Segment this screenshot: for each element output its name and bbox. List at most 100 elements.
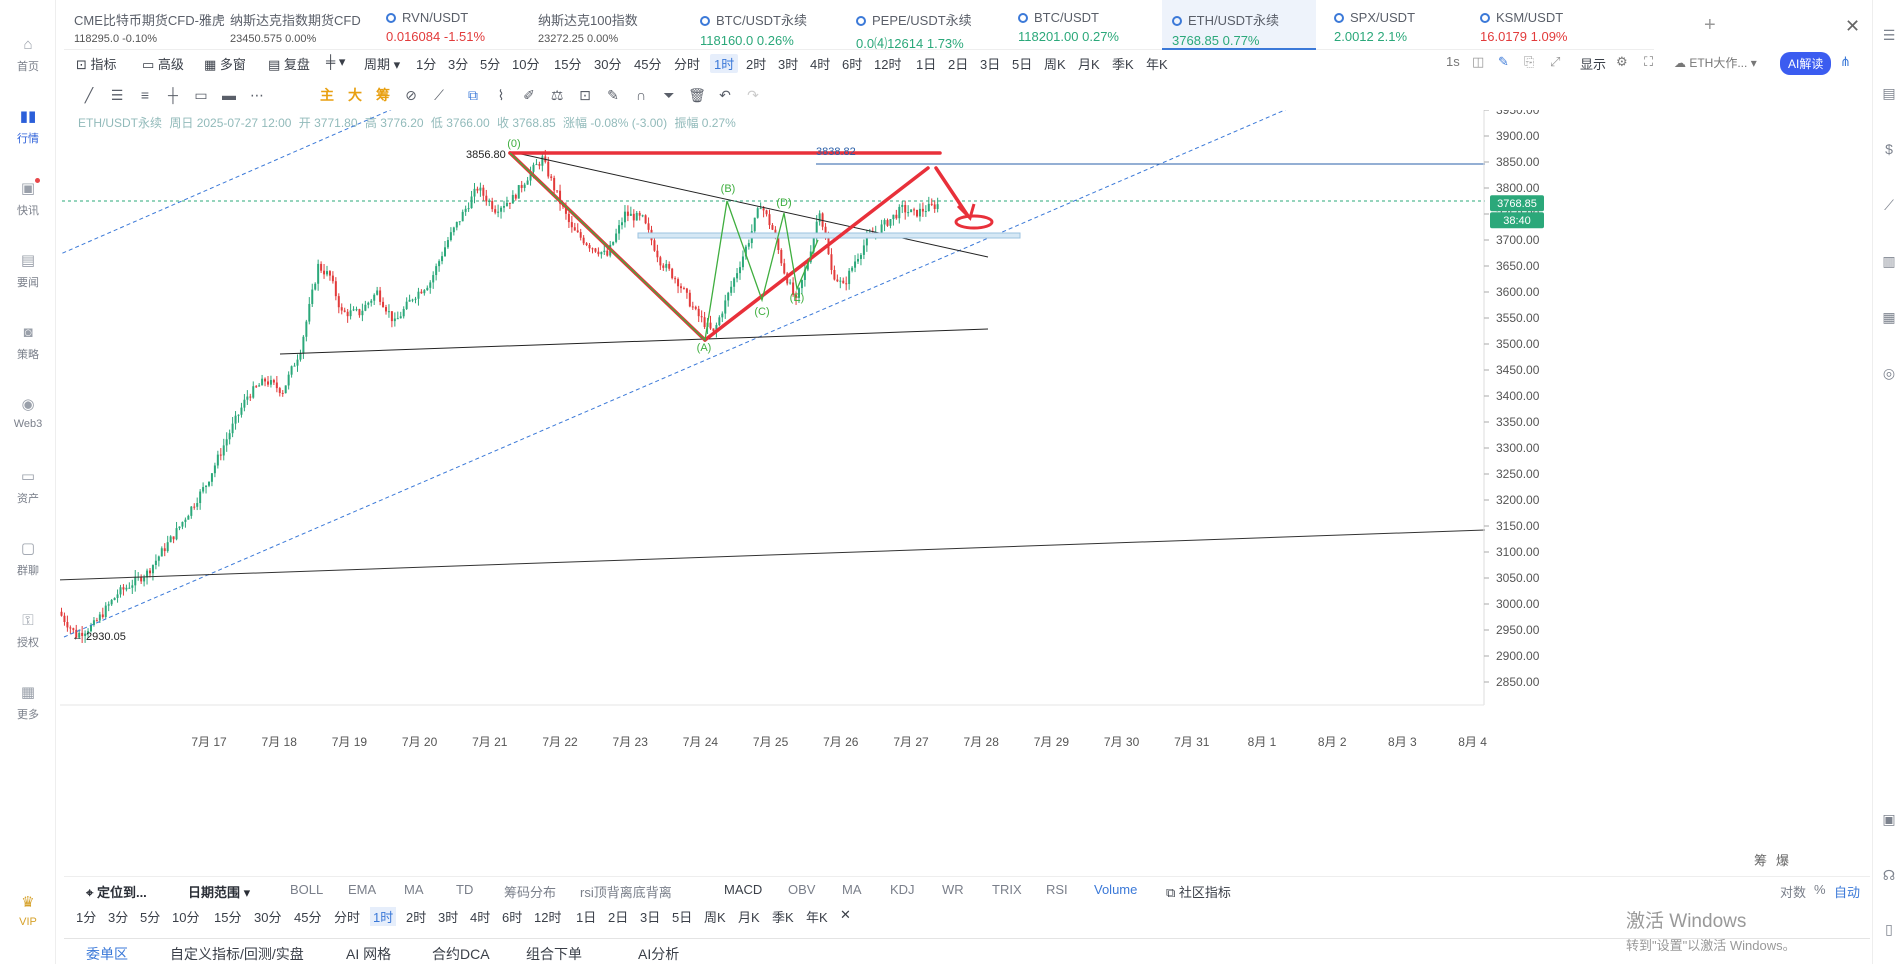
trend-line-icon[interactable]: ╱ bbox=[84, 87, 94, 103]
copy-icon[interactable]: ⧉ bbox=[468, 87, 478, 103]
bottom-period-item[interactable]: 10分 bbox=[172, 910, 200, 925]
nav-home[interactable]: ⌂ 首页 bbox=[0, 36, 56, 74]
ind-macd[interactable]: MACD bbox=[724, 882, 763, 897]
auto-scale-toggle[interactable]: 自动 bbox=[1834, 885, 1861, 900]
period-6h[interactable]: 6时 bbox=[842, 57, 863, 72]
tab-combo-order[interactable]: 组合下单 bbox=[526, 946, 582, 962]
orderbook-icon[interactable]: ▤ bbox=[1882, 85, 1896, 101]
period-2h[interactable]: 2时 bbox=[746, 57, 767, 72]
period-3h[interactable]: 3时 bbox=[778, 57, 799, 72]
bottom-period-item[interactable]: 30分 bbox=[254, 910, 282, 925]
ticker-tab[interactable]: KSM/USDT 16.0179 1.09% bbox=[1470, 0, 1610, 50]
nav-chat[interactable]: ▢ 群聊 bbox=[0, 540, 56, 578]
big-order-toggle[interactable]: 大 bbox=[348, 87, 362, 103]
chips-toggle[interactable]: 筹 bbox=[376, 87, 390, 103]
layout-icon[interactable]: ▣ bbox=[1882, 811, 1896, 827]
period-year[interactable]: 年K bbox=[1146, 57, 1168, 72]
nav-web3[interactable]: ◉ Web3 bbox=[0, 396, 56, 430]
period-30m[interactable]: 30分 bbox=[594, 57, 622, 72]
period-2d[interactable]: 2日 bbox=[948, 57, 969, 72]
nav-more[interactable]: ▦ 更多 bbox=[0, 684, 56, 722]
bottom-period-item[interactable]: 2日 bbox=[608, 910, 629, 925]
ticker-tab[interactable]: PEPE/USDT永续 0.0⑷12614 1.73% bbox=[846, 0, 996, 51]
ind-rsi-div[interactable]: rsi顶背离底背离 bbox=[580, 885, 672, 900]
trend-icon[interactable]: ⟋ bbox=[1884, 197, 1894, 213]
lock-icon[interactable]: ⊡ bbox=[579, 87, 591, 103]
list-icon[interactable]: ☰ bbox=[1882, 27, 1896, 43]
period-3m[interactable]: 3分 bbox=[448, 57, 469, 72]
filter-icon[interactable]: ⏷ bbox=[663, 87, 675, 103]
bottom-period-item[interactable]: 周K bbox=[704, 910, 726, 925]
bottom-period-item[interactable]: 12时 bbox=[534, 910, 562, 925]
bottom-period-item[interactable]: 3分 bbox=[108, 910, 129, 925]
multi-window-button[interactable]: ▦ 多窗 bbox=[204, 54, 246, 73]
data-icon[interactable]: ▥ bbox=[1882, 253, 1896, 269]
tab-ai-analysis[interactable]: AI分析 bbox=[638, 946, 680, 962]
tab-ai-grid[interactable]: AI 网格 bbox=[346, 946, 392, 962]
nav-strategy[interactable]: ◙ 策略 bbox=[0, 324, 56, 362]
period-timeshare[interactable]: 分时 bbox=[674, 57, 701, 72]
rectangle-icon[interactable]: ▭ bbox=[194, 87, 208, 103]
ind-boll[interactable]: BOLL bbox=[290, 882, 324, 897]
period-month[interactable]: 月K bbox=[1078, 57, 1100, 72]
share-icon[interactable]: ⋔ bbox=[1840, 54, 1851, 69]
period-1d[interactable]: 1日 bbox=[916, 57, 937, 72]
ticker-tab[interactable]: BTC/USDT 118201.00 0.27% bbox=[1008, 0, 1158, 50]
fullscreen-icon[interactable]: ⛶ bbox=[1644, 54, 1654, 69]
period-45m[interactable]: 45分 bbox=[634, 57, 662, 72]
close-period-bar-icon[interactable]: ✕ bbox=[840, 907, 851, 922]
bottom-period-item[interactable]: 15分 bbox=[214, 910, 242, 925]
eth-article-dropdown[interactable]: ☁ ETH大作... ▾ bbox=[1674, 56, 1757, 70]
link-icon[interactable]: ⊘ bbox=[405, 87, 417, 103]
compare-icon[interactable]: ⚖ bbox=[550, 87, 564, 103]
ind-ma-sub[interactable]: MA bbox=[842, 882, 862, 897]
ind-rsi[interactable]: RSI bbox=[1046, 882, 1068, 897]
parallel-lines-icon[interactable]: ☰ bbox=[110, 87, 124, 103]
ticker-tab-active[interactable]: ETH/USDT永续 3768.85 0.77% bbox=[1162, 0, 1316, 50]
ind-chip-dist[interactable]: 筹码分布 bbox=[504, 885, 557, 900]
bottom-period-item[interactable]: 5分 bbox=[140, 910, 161, 925]
nav-flash[interactable]: ▣ 快讯 bbox=[0, 178, 56, 218]
template-icon[interactable]: ⎘ bbox=[1524, 54, 1535, 69]
brush-icon[interactable]: ⌇ bbox=[497, 87, 505, 103]
undo-icon[interactable]: ↶ bbox=[719, 87, 731, 103]
indicator-button[interactable]: ⊡ 指标 bbox=[76, 54, 117, 73]
tab-contract-dca[interactable]: 合约DCA bbox=[432, 946, 490, 962]
community-indicator-button[interactable]: ⧉ 社区指标 bbox=[1166, 882, 1231, 901]
period-3d[interactable]: 3日 bbox=[980, 57, 1001, 72]
nav-auth[interactable]: ⚿ 授权 bbox=[0, 612, 56, 650]
period-quarter[interactable]: 季K bbox=[1112, 57, 1134, 72]
period-5m[interactable]: 5分 bbox=[480, 57, 501, 72]
replay-button[interactable]: ▤ 复盘 bbox=[268, 54, 310, 73]
add-tab-icon[interactable]: + bbox=[1704, 14, 1716, 36]
redo-icon[interactable]: ↷ bbox=[747, 87, 759, 103]
period-15m[interactable]: 15分 bbox=[554, 57, 582, 72]
period-dropdown[interactable]: 周期 ▾ bbox=[364, 57, 401, 72]
ind-td[interactable]: TD bbox=[456, 882, 474, 897]
interval-label[interactable]: 1s bbox=[1446, 54, 1460, 69]
close-icon[interactable]: ✕ bbox=[1845, 16, 1861, 36]
period-week[interactable]: 周K bbox=[1044, 57, 1066, 72]
nav-assets[interactable]: ▭ 资产 bbox=[0, 468, 56, 506]
bottom-period-item[interactable]: 45分 bbox=[294, 910, 322, 925]
period-5d[interactable]: 5日 bbox=[1012, 57, 1033, 72]
period-12h[interactable]: 12时 bbox=[874, 57, 902, 72]
bottom-period-item[interactable]: 3时 bbox=[438, 910, 459, 925]
trash-icon[interactable]: 🗑 bbox=[688, 87, 706, 103]
settings-icon[interactable]: ⚙ bbox=[1616, 54, 1628, 69]
bottom-period-item[interactable]: 1分 bbox=[76, 910, 97, 925]
main-chart-toggle[interactable]: 主 bbox=[320, 87, 334, 103]
ticker-tab[interactable]: 纳斯达克100指数 23272.25 0.00% bbox=[528, 0, 674, 50]
pencil-icon[interactable]: ✐ bbox=[523, 87, 535, 103]
expand-icon[interactable]: ⤢ bbox=[1550, 54, 1561, 69]
locate-button[interactable]: ⌖ 定位到... bbox=[86, 882, 147, 901]
calendar-icon[interactable]: ▦ bbox=[1882, 309, 1896, 325]
bottom-period-item[interactable]: 2时 bbox=[406, 910, 427, 925]
chart-canvas[interactable]: (0) (A) (B) (C) (D) (E) 3856.80 ← 2930.05 3838.8… bbox=[60, 110, 1804, 830]
horizontal-line-icon[interactable]: ┼ bbox=[168, 87, 178, 103]
bottom-period-item[interactable]: 6时 bbox=[502, 910, 523, 925]
percent-scale-toggle[interactable]: % bbox=[1814, 882, 1826, 897]
tab-custom-indicator[interactable]: 自定义指标/回测/实盘 bbox=[170, 946, 304, 962]
ticker-tab[interactable]: RVN/USDT 0.016084 -1.51% bbox=[376, 0, 522, 50]
ind-wr[interactable]: WR bbox=[942, 882, 964, 897]
